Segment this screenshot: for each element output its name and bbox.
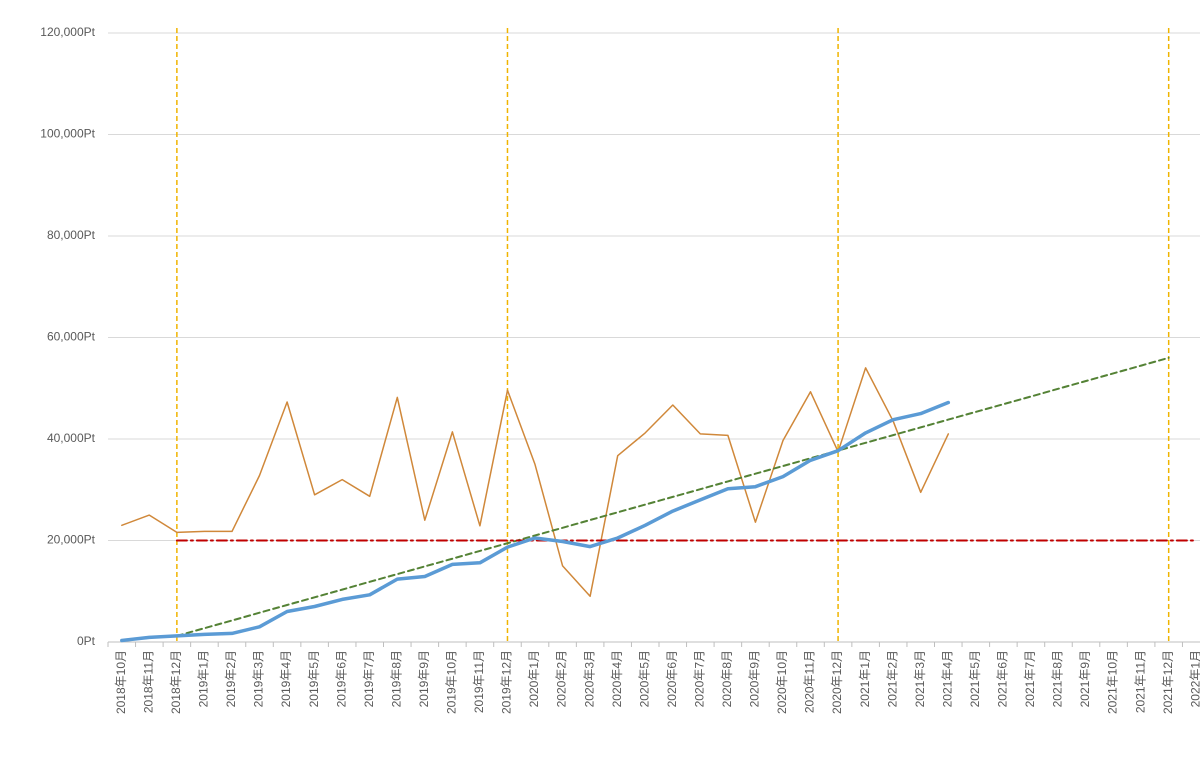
x-tick-label: 2019年1月 [197, 650, 211, 707]
series-line [121, 367, 950, 598]
x-tick-label: 2020年6月 [665, 650, 679, 707]
x-tick-label: 2021年1月 [858, 650, 872, 707]
x-tick-label: 2019年11月 [472, 650, 486, 713]
x-tick-label: 2020年8月 [720, 650, 734, 707]
x-tick-label: 2021年9月 [1078, 650, 1092, 707]
x-tick-label: 2018年11月 [141, 650, 155, 713]
x-tick-label: 2021年6月 [996, 650, 1010, 707]
x-tick-label: 2020年10月 [775, 650, 789, 714]
x-tick-label: 2020年5月 [637, 650, 651, 707]
x-tick-label: 2019年12月 [500, 650, 514, 714]
x-tick-label: 2019年5月 [307, 650, 321, 707]
x-tick-label: 2022年1月 [1188, 650, 1200, 707]
x-tick-label: 2019年6月 [334, 650, 348, 707]
x-tick-label: 2020年11月 [803, 650, 817, 713]
x-tick-label: 2021年5月 [968, 650, 982, 707]
x-tick-label: 2021年8月 [1051, 650, 1065, 707]
y-tick-label: 60,000Pt [47, 330, 96, 344]
y-tick-label: 40,000Pt [47, 431, 96, 445]
x-tick-label: 2021年12月 [1161, 650, 1175, 714]
y-tick-label: 0Pt [77, 634, 96, 648]
x-tick-label: 2020年3月 [582, 650, 596, 707]
x-tick-label: 2018年10月 [114, 650, 128, 714]
x-tick-label: 2019年7月 [362, 650, 376, 707]
x-tick-label: 2021年4月 [940, 650, 954, 707]
x-tick-label: 2018年12月 [169, 650, 183, 714]
x-tick-label: 2021年11月 [1133, 650, 1147, 713]
x-tick-label: 2019年2月 [224, 650, 238, 707]
x-tick-label: 2019年9月 [417, 650, 431, 707]
x-tick-label: 2021年3月 [913, 650, 927, 707]
x-tick-label: 2021年2月 [885, 650, 899, 707]
x-tick-label: 2019年4月 [279, 650, 293, 707]
x-tick-label: 2020年4月 [610, 650, 624, 707]
y-tick-label: 20,000Pt [47, 533, 96, 547]
x-tick-label: 2019年3月 [252, 650, 266, 707]
x-tick-label: 2019年10月 [445, 650, 459, 714]
x-tick-label: 2021年7月 [1023, 650, 1037, 707]
y-tick-label: 80,000Pt [47, 228, 96, 242]
y-tick-label: 100,000Pt [40, 127, 95, 141]
series-line [120, 400, 951, 643]
x-tick-label: 2020年2月 [555, 650, 569, 707]
x-tick-label: 2021年10月 [1106, 650, 1120, 714]
x-tick-label: 2020年12月 [830, 650, 844, 714]
x-tick-label: 2020年1月 [527, 650, 541, 707]
series-line [175, 356, 1170, 637]
x-tick-label: 2020年9月 [748, 650, 762, 707]
y-tick-label: 120,000Pt [40, 25, 95, 39]
x-tick-label: 2019年8月 [389, 650, 403, 707]
x-tick-label: 2020年7月 [692, 650, 706, 707]
